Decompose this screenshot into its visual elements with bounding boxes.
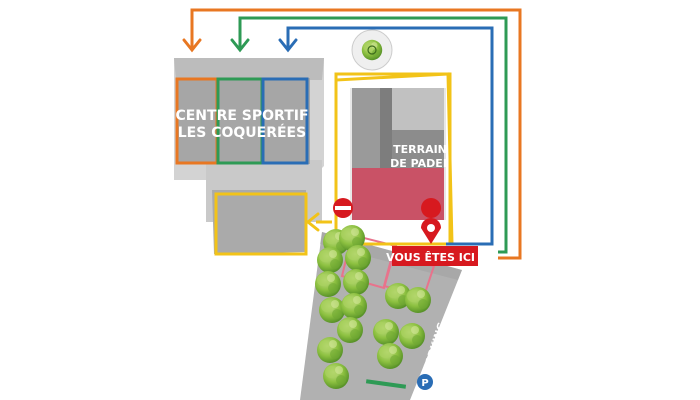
tree [405,287,431,313]
building-label-line1: CENTRE SPORTIF [175,108,308,124]
yellow-path [334,72,454,246]
orange-route [190,8,522,260]
down-arrow-icon [182,38,298,53]
bench [365,379,407,389]
tree [317,247,343,273]
tree [345,245,371,271]
tree [373,319,399,345]
you-are-here-label: VOUS ÊTES ICI ! [386,246,484,266]
tree [317,337,343,363]
tree [337,317,363,343]
sports-center-building [174,58,324,254]
no-entry-icon [333,198,353,218]
tree [319,297,345,323]
tree [315,271,341,297]
yellow-annex-zone [214,192,308,256]
padel-zone: TERRAIN DE PADEL [350,88,450,220]
tree [341,293,367,319]
blue-route [286,26,494,246]
parking-icon: P [417,374,433,390]
tree [343,269,369,295]
green-route [238,16,508,254]
blue-entrance-zone [261,77,309,165]
tree [377,343,403,369]
you-are-here-text: VOUS ÊTES ICI ! [386,251,484,264]
tree-icon [351,29,393,71]
left-arrow-icon [305,212,320,232]
parking-letter: P [421,378,428,389]
padel-label-line1: TERRAIN [393,143,447,156]
location-pin-icon [421,198,442,244]
building-label-line2: LES COQUERÉES [178,124,306,141]
tree [323,363,349,389]
tree [399,323,425,349]
padel-label-line2: DE PADEL [390,157,450,170]
